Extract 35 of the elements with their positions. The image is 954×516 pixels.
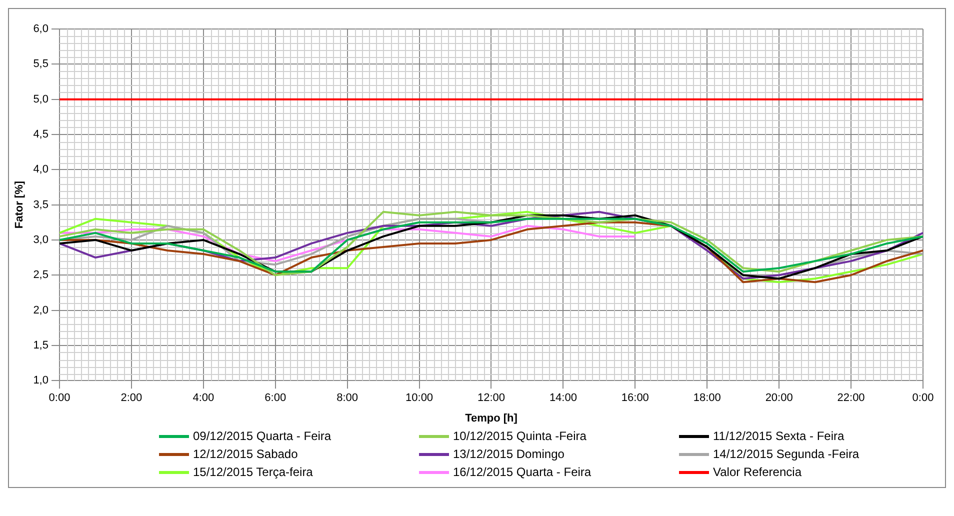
y-tick-label: 5,5 bbox=[33, 58, 48, 70]
y-tick-label: 2,5 bbox=[33, 269, 48, 282]
x-tick-label: 2:00 bbox=[120, 392, 142, 404]
legend-label: Valor Referencia bbox=[713, 465, 802, 479]
legend-label: 14/12/2015 Segunda -Feira bbox=[713, 447, 860, 461]
y-tick-label: 1,0 bbox=[33, 374, 48, 387]
x-axis-title: Tempo [h] bbox=[465, 412, 518, 424]
x-tick-label: 16:00 bbox=[621, 392, 649, 404]
x-tick-label: 14:00 bbox=[549, 392, 577, 404]
x-tick-label: 10:00 bbox=[406, 392, 434, 404]
y-tick-label: 2,0 bbox=[33, 304, 48, 316]
legend-label: 16/12/2015 Quarta - Feira bbox=[453, 465, 592, 479]
x-tick-label: 8:00 bbox=[336, 392, 358, 404]
x-tick-label: 20:00 bbox=[765, 392, 793, 404]
y-tick-label: 6,0 bbox=[33, 23, 48, 36]
x-tick-label: 22:00 bbox=[837, 392, 865, 404]
x-tick-label: 4:00 bbox=[192, 392, 214, 404]
x-tick-label: 12:00 bbox=[477, 392, 506, 404]
legend-label: 10/12/2015 Quinta -Feira bbox=[453, 429, 586, 443]
legend-label: 11/12/2015 Sexta - Feira bbox=[713, 429, 844, 443]
x-tick-label: 18:00 bbox=[693, 392, 721, 404]
x-tick-label: 0:00 bbox=[912, 392, 934, 404]
legend-label: 15/12/2015 Terça-feira bbox=[193, 465, 313, 479]
y-tick-label: 3,0 bbox=[33, 234, 48, 246]
legend-label: 13/12/2015 Domingo bbox=[453, 447, 564, 461]
legend-label: 12/12/2015 Sabado bbox=[193, 447, 298, 461]
legend-label: 09/12/2015 Quarta - Feira bbox=[193, 429, 332, 443]
y-tick-label: 4,0 bbox=[33, 164, 48, 176]
x-tick-label: 0:00 bbox=[48, 392, 70, 404]
y-axis-title: Fator [%] bbox=[14, 180, 26, 229]
y-tick-label: 4,5 bbox=[33, 128, 48, 141]
y-tick-label: 5,0 bbox=[33, 93, 48, 106]
y-tick-label: 3,5 bbox=[33, 198, 48, 211]
y-tick-label: 1,5 bbox=[33, 339, 48, 352]
x-tick-label: 6:00 bbox=[264, 392, 286, 404]
